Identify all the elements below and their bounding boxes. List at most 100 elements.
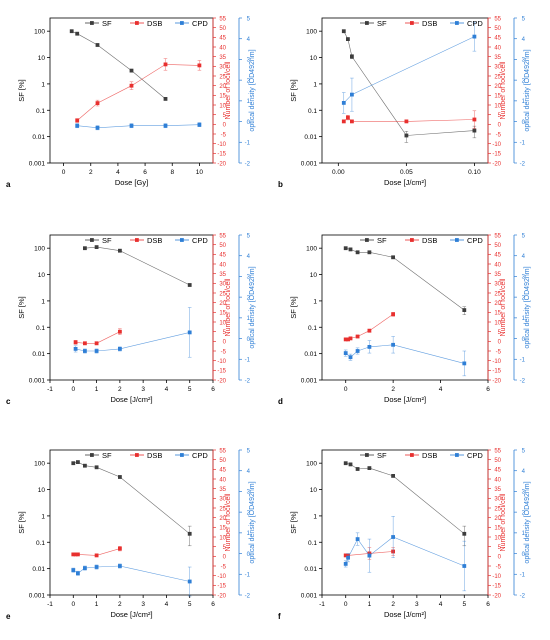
dsb-axis-tick-label: 25: [494, 291, 501, 297]
dsb-axis-tick-label: -5: [221, 564, 227, 570]
cpd-axis-tick-label: 3: [522, 490, 526, 496]
sf-data-point: [83, 463, 87, 468]
dsb-axis-tick-label: 0: [498, 340, 502, 346]
dsb-axis-tick-label: 30: [494, 65, 501, 71]
cpd-data-point: [355, 349, 360, 353]
sf-data-point: [348, 247, 353, 252]
series-cpd: [75, 122, 202, 131]
legend-marker: [410, 21, 414, 25]
cpd-axis-tick-label: 4: [247, 37, 251, 43]
dsb-data-point: [75, 118, 80, 123]
cpd-data-point: [94, 349, 99, 353]
dsb-axis-tick-label: 35: [494, 272, 501, 278]
cpd-series-line: [343, 36, 475, 104]
legend-marker: [365, 21, 369, 25]
dsb-axis-tick-label: 20: [219, 516, 226, 522]
legend-label: CPD: [192, 19, 208, 28]
dsb-axis-tick-label: 5: [223, 113, 227, 119]
dsb-axis-tick-label: -15: [492, 152, 501, 158]
cpd-data-point: [346, 555, 350, 560]
series-dsb: [75, 58, 202, 123]
dsb-axis-title: Number of foci/cell: [500, 61, 507, 119]
cpd-axis-tick-label: 5: [522, 448, 526, 454]
sf-axis-tick-label: 0.1: [36, 325, 45, 332]
x-axis-tick-label: 0: [344, 386, 348, 393]
dsb-axis-tick-label: -5: [221, 132, 227, 138]
cpd-axis-tick-label: 2: [247, 510, 251, 516]
dsb-axis-tick-label: 45: [494, 253, 501, 259]
sf-axis-tick-label: 10: [310, 272, 318, 279]
cpd-data-point: [118, 347, 122, 351]
cpd-axis-tick-label: -1: [520, 358, 526, 364]
cpd-axis-title: optical density [OD492nm]: [524, 481, 531, 563]
legend-item-dsb: DSB: [405, 451, 437, 460]
sf-axis-tick-label: 0.01: [32, 351, 45, 358]
sf-series-line: [345, 247, 465, 311]
sf-data-point: [83, 246, 87, 251]
cpd-axis-tick-label: 0: [247, 552, 251, 558]
sf-data-point: [187, 531, 192, 536]
dsb-data-point: [76, 552, 80, 557]
dsb-axis-title: Number of foci/cell: [500, 278, 507, 336]
dsb-data-point: [73, 340, 78, 345]
dsb-axis-tick-label: 20: [494, 516, 501, 522]
panel-label: a: [6, 180, 11, 189]
cpd-data-point: [73, 347, 78, 351]
dsb-axis-tick-label: 40: [494, 477, 501, 483]
dsb-axis-tick-label: -5: [496, 564, 502, 570]
sf-data-point: [76, 460, 80, 464]
sf-data-point: [118, 248, 122, 253]
cpd-axis-tick-label: 5: [522, 233, 526, 239]
sf-axis-tick-label: 100: [34, 461, 45, 468]
series-sf: [69, 29, 168, 101]
dsb-axis-tick-label: 20: [219, 301, 226, 307]
dsb-data-point: [118, 546, 122, 551]
dsb-axis-tick-label: 55: [494, 448, 501, 454]
dsb-data-point: [83, 341, 87, 346]
dsb-axis-tick-label: 0: [498, 123, 502, 129]
legend-item-cpd: CPD: [175, 19, 208, 28]
legend-label: DSB: [147, 19, 162, 28]
panel-a: 0.0010.010.1110100-20-15-10-505101520253…: [6, 16, 256, 189]
dsb-series-line: [77, 64, 200, 121]
dsb-series-line: [343, 117, 475, 122]
legend-marker: [90, 21, 94, 25]
sf-series-line: [84, 246, 190, 286]
x-axis-tick-label: 0: [71, 386, 75, 393]
cpd-axis-tick-label: -1: [245, 141, 251, 147]
dsb-axis-tick-label: 45: [219, 36, 226, 42]
cpd-axis-tick-label: 5: [247, 233, 251, 239]
x-axis-tick-label: -1: [47, 601, 53, 608]
legend-marker: [365, 453, 369, 457]
cpd-axis-tick-label: 1: [247, 316, 251, 322]
panel-label: d: [278, 397, 283, 406]
dsb-axis-tick-label: -10: [492, 359, 501, 365]
sf-axis-tick-label: 10: [38, 55, 46, 62]
cpd-data-point: [367, 553, 372, 558]
cpd-data-point: [343, 562, 348, 566]
dsb-axis-tick-label: 0: [498, 555, 502, 561]
x-axis-tick-label: 1: [95, 386, 99, 393]
sf-axis-tick-label: 10: [38, 487, 46, 494]
cpd-axis-tick-label: 4: [247, 469, 251, 475]
cpd-axis-title: optical density [OD492nm]: [524, 266, 531, 348]
dsb-axis-tick-label: 30: [219, 65, 226, 71]
cpd-data-point: [129, 123, 134, 128]
cpd-data-point: [118, 564, 122, 568]
dsb-axis-tick-label: 40: [219, 262, 226, 268]
x-axis-tick-label: -1: [319, 601, 325, 608]
cpd-data-point: [391, 535, 395, 539]
cpd-data-point: [197, 122, 202, 127]
dsb-axis-title: Number of foci/cell: [225, 61, 232, 119]
x-axis-tick-label: 0: [71, 601, 75, 608]
sf-data-point: [462, 308, 467, 312]
cpd-axis-tick-label: 4: [247, 254, 251, 260]
x-axis-tick-label: 6: [486, 386, 490, 393]
dsb-axis-title: Number of foci/cell: [225, 493, 232, 551]
plot-frame: [321, 449, 489, 596]
cpd-axis-tick-label: -1: [245, 358, 251, 364]
dsb-data-point: [355, 334, 360, 339]
cpd-axis-tick-label: 1: [522, 316, 526, 322]
legend-item-dsb: DSB: [130, 451, 162, 460]
legend-marker: [410, 453, 414, 457]
